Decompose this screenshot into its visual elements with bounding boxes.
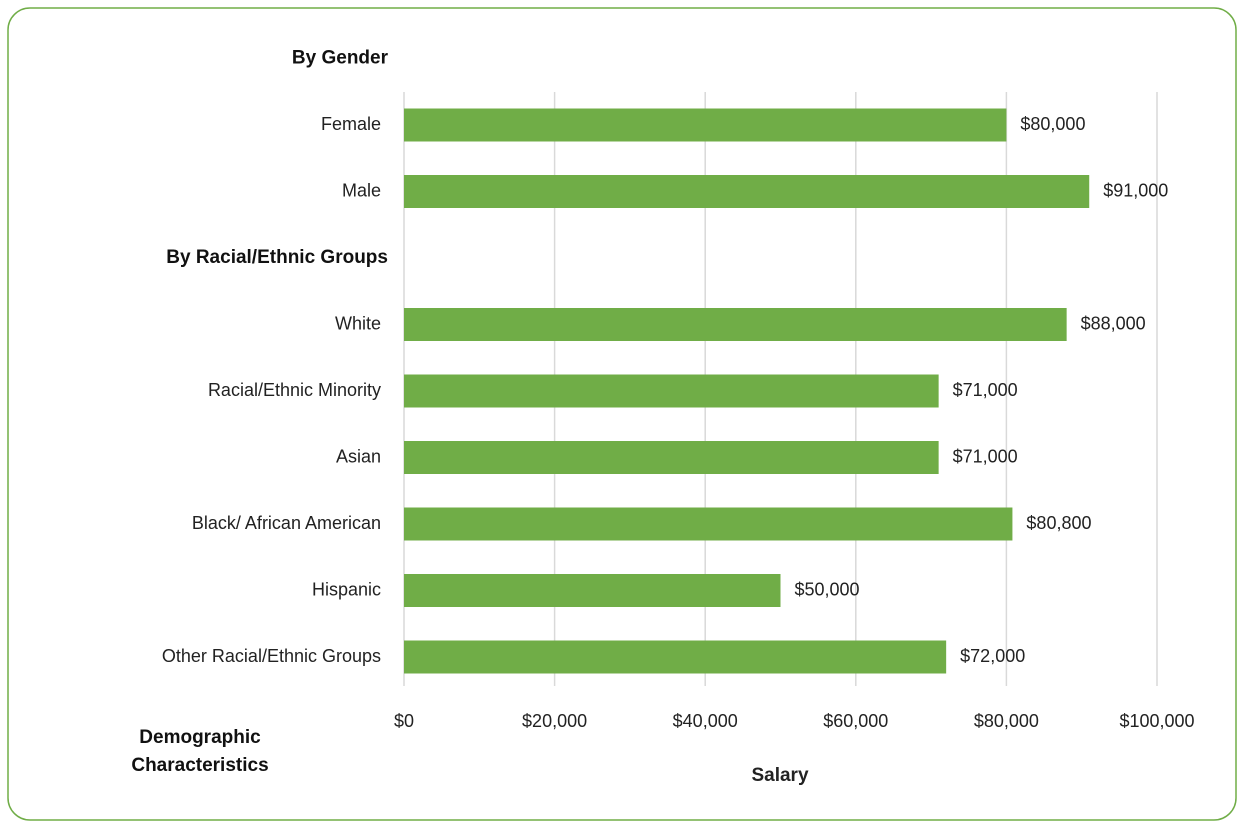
- x-tick-label: $100,000: [1119, 711, 1194, 731]
- y-axis-label: Demographic Characteristics: [131, 727, 269, 776]
- data-label: $80,800: [1026, 513, 1091, 533]
- data-label: $91,000: [1103, 180, 1168, 200]
- bar: [404, 108, 1007, 142]
- x-tick-label: $20,000: [522, 711, 587, 731]
- bar: [404, 441, 939, 474]
- y-tick-label: Asian: [336, 446, 381, 466]
- data-label: $72,000: [960, 646, 1025, 666]
- group-header: By Racial/Ethnic Groups: [166, 247, 388, 268]
- x-tick-label: $60,000: [823, 711, 888, 731]
- y-tick-label: Hispanic: [312, 579, 381, 599]
- bar: [404, 640, 947, 674]
- chart-border: [7, 7, 1237, 821]
- y-tick-label: Black/ African American: [192, 513, 381, 533]
- bar: [404, 308, 1067, 341]
- data-label: $71,000: [953, 380, 1018, 400]
- bar: [404, 574, 781, 607]
- group-header: By Gender: [292, 48, 389, 69]
- bar: [404, 507, 1013, 541]
- bar: [404, 175, 1090, 208]
- data-label: $80,000: [1020, 114, 1085, 134]
- y-tick-label: White: [335, 313, 381, 333]
- x-tick-label: $0: [394, 711, 414, 731]
- x-axis-label: Salary: [751, 765, 808, 786]
- bar: [404, 374, 939, 408]
- y-tick-label: Female: [321, 114, 381, 134]
- data-label: $50,000: [795, 579, 860, 599]
- x-tick-label: $80,000: [974, 711, 1039, 731]
- y-tick-label: Male: [342, 180, 381, 200]
- data-label: $71,000: [953, 446, 1018, 466]
- x-tick-label: $40,000: [673, 711, 738, 731]
- data-label: $88,000: [1081, 313, 1146, 333]
- y-tick-label: Other Racial/Ethnic Groups: [162, 646, 381, 666]
- y-tick-label: Racial/Ethnic Minority: [208, 380, 381, 400]
